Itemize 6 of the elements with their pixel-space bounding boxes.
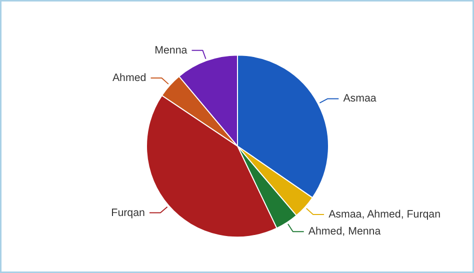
slice-label: Menna bbox=[154, 44, 188, 56]
slice-label: Ahmed, Menna bbox=[308, 226, 381, 238]
slice-label: Furqan bbox=[111, 206, 146, 219]
slice-label: Asmaa, Ahmed, Furqan bbox=[328, 208, 441, 220]
slice-label: Asmaa bbox=[343, 92, 376, 105]
slice-label: Ahmed bbox=[112, 72, 146, 84]
